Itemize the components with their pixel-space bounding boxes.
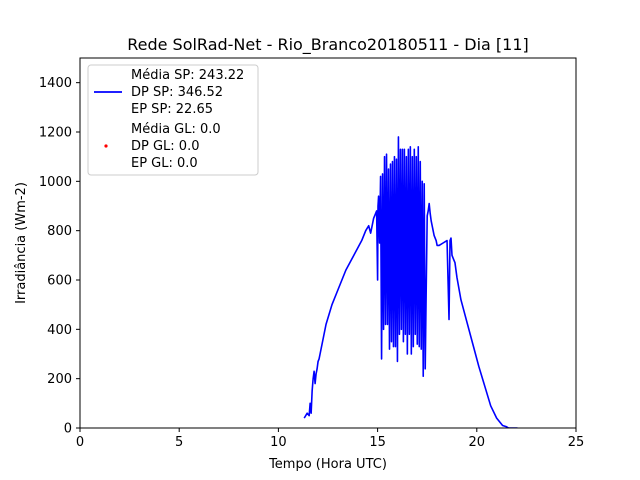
y-tick-label: 600 (47, 274, 72, 289)
legend-gl-mean: Média GL: 0.0 (131, 122, 221, 137)
legend: Média SP: 243.22 DP SP: 346.52 EP SP: 22… (87, 64, 259, 176)
y-tick-label: 400 (47, 323, 72, 338)
x-tick-label: 15 (369, 435, 386, 450)
x-axis-label: Tempo (Hora UTC) (268, 457, 387, 472)
x-axis: 0 5 10 15 20 25 (76, 428, 584, 450)
legend-sp-ep: EP SP: 22.65 (131, 102, 213, 117)
y-axis-label: Irradiância (Wm-2) (14, 182, 29, 304)
y-tick-label: 200 (47, 372, 72, 387)
legend-gl-point-swatch (104, 144, 108, 148)
chart-title: Rede SolRad-Net - Rio_Branco20180511 - D… (127, 35, 529, 55)
legend-sp-mean: Média SP: 243.22 (131, 68, 244, 83)
legend-sp-dp: DP SP: 346.52 (131, 85, 223, 100)
series-layer (303, 136, 518, 428)
series-line-sp (303, 136, 518, 428)
legend-box (87, 64, 259, 176)
x-tick-label: 0 (76, 435, 84, 450)
x-tick-label: 25 (568, 435, 585, 450)
y-tick-label: 1200 (39, 126, 72, 141)
y-axis: 0 200 400 600 800 1000 1200 1400 (39, 76, 80, 437)
y-tick-label: 800 (47, 224, 72, 239)
x-tick-label: 5 (175, 435, 183, 450)
y-tick-label: 1000 (39, 175, 72, 190)
y-tick-label: 0 (64, 422, 72, 437)
plot-area-frame (79, 57, 577, 429)
x-tick-label: 20 (469, 435, 486, 450)
legend-gl-ep: EP GL: 0.0 (131, 156, 198, 171)
legend-gl-dp: DP GL: 0.0 (131, 139, 200, 154)
y-tick-label: 1400 (39, 76, 72, 91)
x-tick-label: 10 (270, 435, 287, 450)
